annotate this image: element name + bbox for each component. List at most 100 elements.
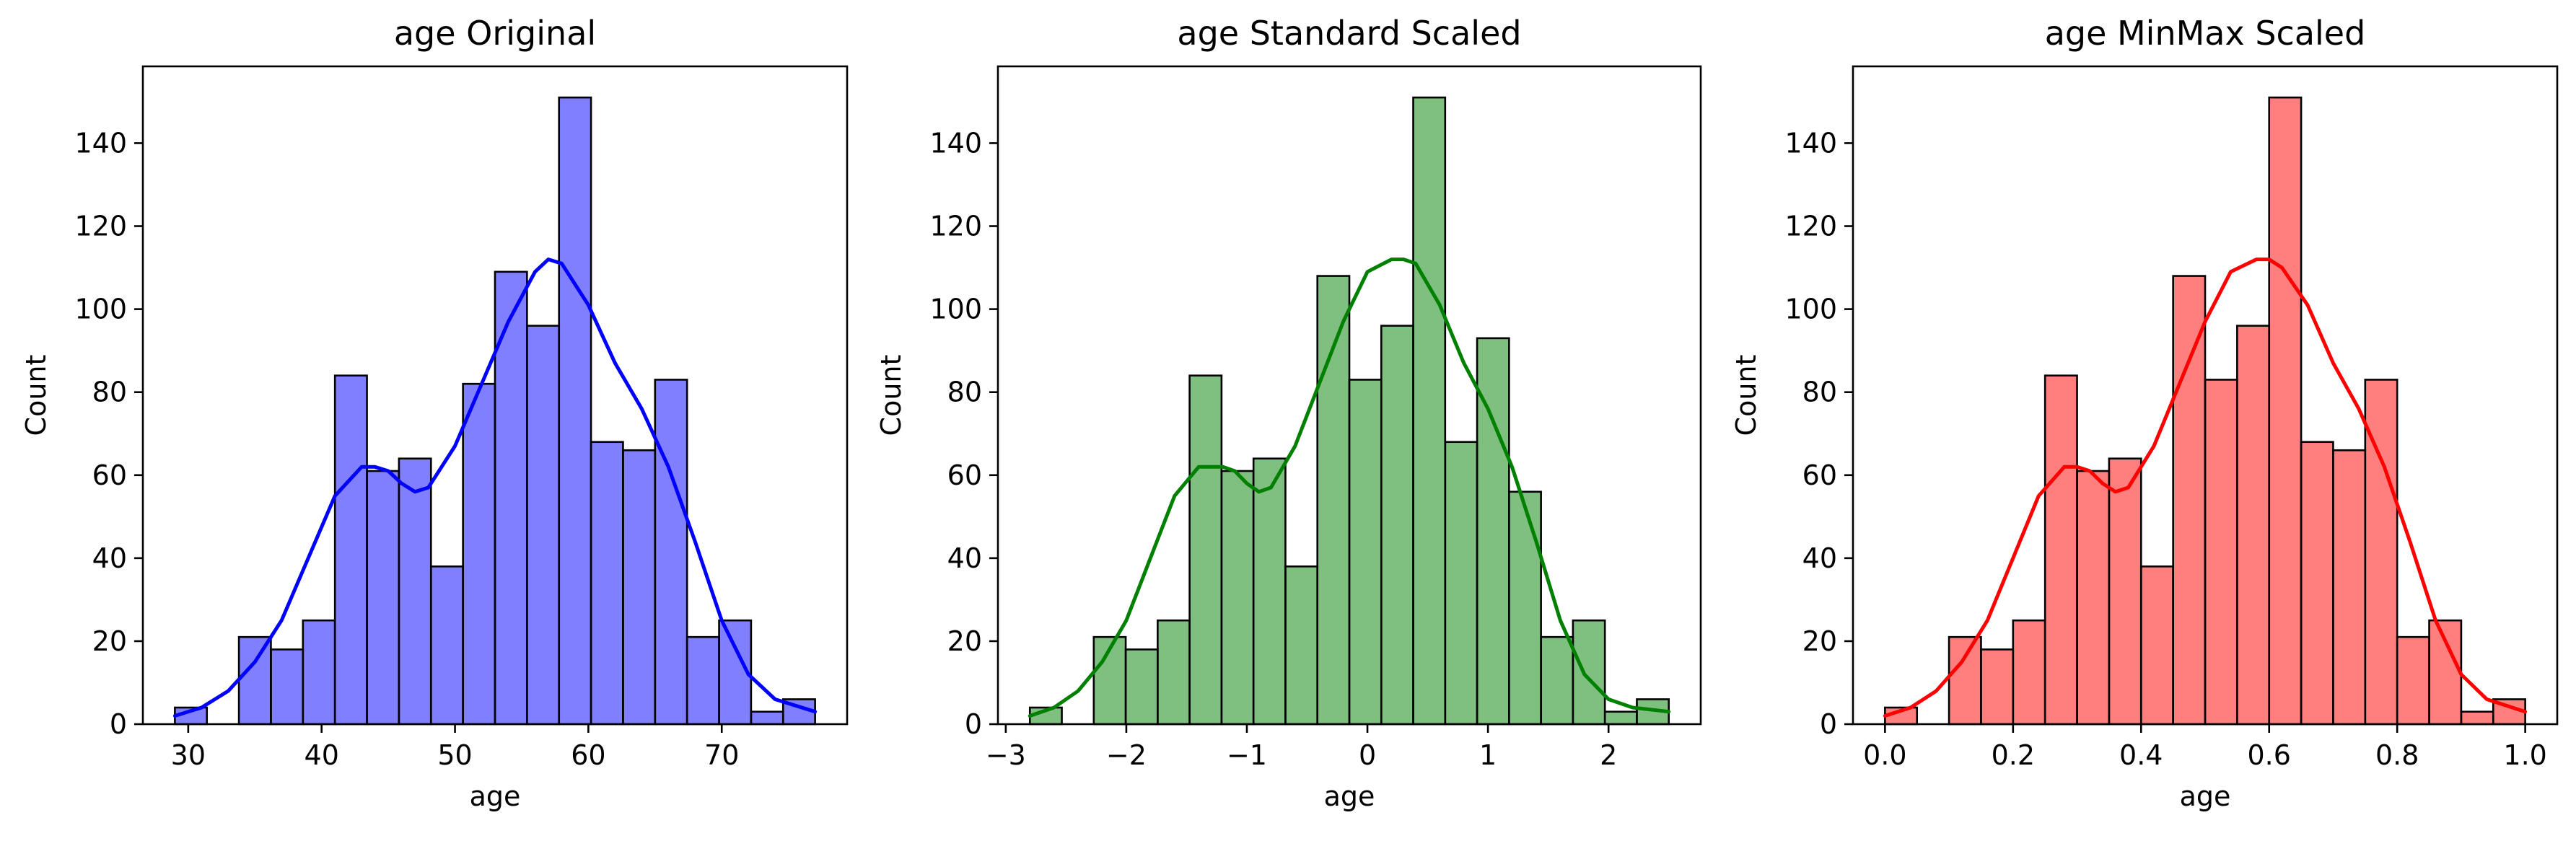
histogram-bar xyxy=(2268,96,2303,726)
histogram-bar xyxy=(2428,619,2463,726)
y-tick-label: 120 xyxy=(1784,211,1837,242)
x-tick-label: 50 xyxy=(437,739,472,771)
histogram-bar xyxy=(2139,565,2174,726)
histogram-bar xyxy=(2204,379,2238,726)
histogram-bar xyxy=(2043,374,2078,726)
histogram-bar xyxy=(462,382,496,726)
x-tick-label: −2 xyxy=(1106,739,1147,771)
y-tick-label: 0 xyxy=(965,708,982,740)
histogram-bar xyxy=(1444,441,1478,726)
x-tick-label: 0.8 xyxy=(2375,739,2419,771)
x-tick-label: 1.0 xyxy=(2503,739,2546,771)
histogram-bar xyxy=(2236,325,2271,726)
y-axis-label: Count xyxy=(875,355,907,436)
histogram-bar xyxy=(685,635,720,726)
histogram-bar xyxy=(558,96,592,726)
histogram-bar xyxy=(590,441,624,726)
y-tick-label: 40 xyxy=(92,542,127,574)
histogram-bar xyxy=(750,710,784,726)
y-tick-label: 20 xyxy=(1802,625,1837,657)
y-tick-label: 140 xyxy=(929,127,982,159)
histogram-bar xyxy=(1252,457,1287,726)
y-tick-label: 100 xyxy=(1784,294,1837,325)
chart-panel-3: 0.0 0.2 0.4 0.6 0.8 1.0 0 20 40 60 80 100 120 140 age … xyxy=(1730,14,2559,812)
y-tick-label: 140 xyxy=(74,127,127,159)
plot-frame xyxy=(996,65,1702,726)
kde-curve xyxy=(1028,257,1671,718)
x-tick-label: −1 xyxy=(1227,739,1267,771)
y-tick-label: 60 xyxy=(92,459,127,491)
chart-panel-1: 30 40 50 60 70 0 20 40 60 80 100 120 140 age Original… xyxy=(20,14,849,812)
y-tick-label: 20 xyxy=(92,625,127,657)
histogram-bar xyxy=(1508,490,1542,726)
x-tick-label: 0.6 xyxy=(2248,739,2291,771)
histogram-bar xyxy=(1603,710,1638,726)
y-tick-label: 20 xyxy=(947,625,982,657)
y-tick-label: 80 xyxy=(92,377,127,408)
chart-title: age Standard Scaled xyxy=(1177,14,1521,53)
y-axis-label: Count xyxy=(1730,355,1762,436)
histogram-bar xyxy=(1380,325,1414,726)
histogram-bar xyxy=(2172,275,2207,726)
x-tick-label: 70 xyxy=(704,739,739,771)
histogram-bar xyxy=(1157,619,1191,726)
y-tick-label: 100 xyxy=(74,294,127,325)
histogram-bar xyxy=(622,449,657,726)
y-tick-label: 80 xyxy=(1802,377,1837,408)
x-tick-label: 0.0 xyxy=(1863,739,1906,771)
plot-frame xyxy=(1852,65,2559,726)
histogram-bar xyxy=(2332,449,2367,726)
x-tick-label: 40 xyxy=(305,739,339,771)
histogram-bar xyxy=(654,379,688,726)
x-tick-label: 0.2 xyxy=(1992,739,2035,771)
histogram-bar xyxy=(1124,648,1159,726)
y-tick-label: 120 xyxy=(929,211,982,242)
histogram-bar xyxy=(366,470,400,726)
x-axis-label: age xyxy=(470,780,521,812)
histogram-bar xyxy=(1348,379,1383,726)
y-tick-label: 80 xyxy=(947,377,982,408)
plot-frame xyxy=(141,65,849,726)
y-tick-label: 60 xyxy=(1802,459,1837,491)
y-tick-label: 140 xyxy=(1784,127,1837,159)
histogram-bar xyxy=(2460,710,2494,726)
x-tick-label: 2 xyxy=(1600,739,1617,771)
histogram-bar xyxy=(270,648,305,726)
x-tick-label: −3 xyxy=(986,739,1026,771)
kde-curve xyxy=(1883,257,2528,718)
chart-title: age MinMax Scaled xyxy=(2045,14,2366,53)
histogram-bar xyxy=(1948,635,1982,726)
x-tick-label: 1 xyxy=(1479,739,1497,771)
histogram-bar xyxy=(1188,374,1223,726)
histogram-bar xyxy=(302,619,336,726)
x-tick-label: 30 xyxy=(171,739,206,771)
histogram-bar xyxy=(2076,470,2111,726)
histogram-bar xyxy=(1980,648,2015,726)
histogram-bar xyxy=(2396,635,2430,726)
histogram-bar xyxy=(333,374,368,726)
y-tick-label: 120 xyxy=(74,211,127,242)
y-tick-label: 0 xyxy=(1820,708,1837,740)
histogram-bar xyxy=(398,457,432,726)
x-axis-label: age xyxy=(2180,780,2231,812)
x-axis-label: age xyxy=(1324,780,1375,812)
x-tick-label: 60 xyxy=(571,739,605,771)
histogram-bar xyxy=(526,325,561,726)
x-tick-label: 0.4 xyxy=(2119,739,2163,771)
histogram-bar xyxy=(1220,470,1255,726)
y-tick-label: 60 xyxy=(947,459,982,491)
histogram-bar xyxy=(2012,619,2046,726)
y-tick-label: 40 xyxy=(947,542,982,574)
histogram-bar xyxy=(1284,565,1319,726)
y-tick-label: 40 xyxy=(1802,542,1837,574)
histogram-bar xyxy=(429,565,464,726)
histogram-bar xyxy=(1572,619,1606,726)
chart-title: age Original xyxy=(394,14,596,53)
histogram-bar xyxy=(2300,441,2334,726)
histogram-bar xyxy=(494,270,528,726)
x-tick-label: 0 xyxy=(1359,739,1376,771)
histogram-bar xyxy=(1412,96,1447,726)
histogram-bar xyxy=(237,635,272,726)
